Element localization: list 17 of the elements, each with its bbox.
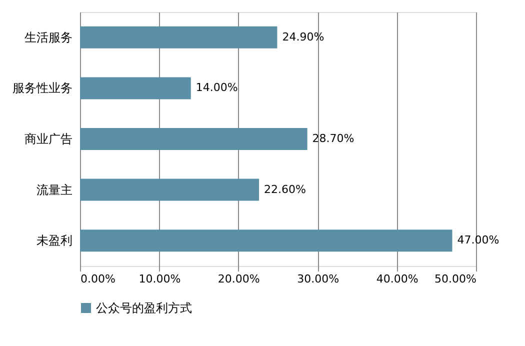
- x-tick-label: 0.00%: [80, 272, 116, 286]
- x-tick-label: 40.00%: [376, 272, 418, 286]
- data-label: 24.90%: [282, 30, 324, 44]
- x-tick-label: 50.00%: [434, 272, 476, 286]
- data-label: 14.00%: [196, 81, 238, 94]
- y-tick-label: 流量主: [36, 182, 72, 197]
- data-label: 28.70%: [312, 132, 354, 145]
- x-tick-label: 20.00%: [218, 272, 260, 286]
- x-tick-label: 10.00%: [138, 272, 181, 286]
- x-tick-label: 30.00%: [297, 272, 340, 286]
- legend-label: 公众号的盈利方式: [96, 301, 192, 315]
- y-tick-label: 生活服务: [24, 30, 72, 44]
- y-tick-label: 服务性业务: [12, 81, 72, 96]
- data-label: 47.00%: [457, 234, 500, 247]
- y-tick-label: 商业广告: [24, 132, 72, 146]
- data-label: 22.60%: [264, 182, 306, 196]
- y-tick-label: 未盈利: [36, 234, 72, 248]
